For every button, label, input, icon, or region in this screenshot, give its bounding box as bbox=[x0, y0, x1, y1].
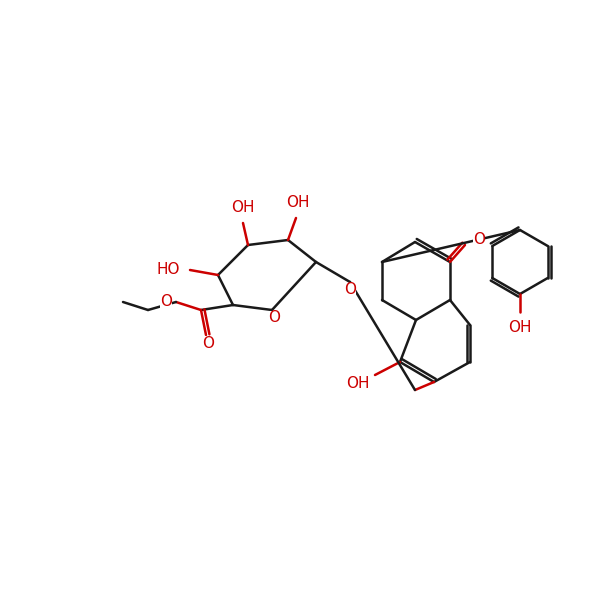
Text: OH: OH bbox=[286, 195, 310, 210]
Text: HO: HO bbox=[157, 263, 180, 277]
Text: O: O bbox=[473, 232, 485, 247]
Text: OH: OH bbox=[508, 320, 532, 335]
Text: O: O bbox=[268, 311, 280, 325]
Text: OH: OH bbox=[231, 200, 255, 215]
Text: O: O bbox=[160, 295, 172, 310]
Text: O: O bbox=[344, 283, 356, 298]
Text: O: O bbox=[202, 335, 214, 350]
Text: OH: OH bbox=[347, 376, 370, 391]
